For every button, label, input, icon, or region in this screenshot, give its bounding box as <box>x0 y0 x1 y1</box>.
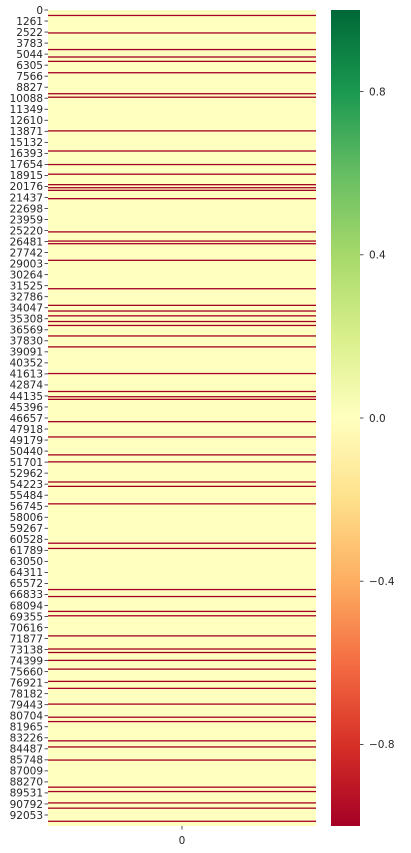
colorbar-tick-label: −0.8 <box>369 739 395 751</box>
heatmap-cell <box>48 611 316 612</box>
heatmap-cell <box>48 660 316 661</box>
heatmap-cell <box>48 391 316 392</box>
heatmap-cell <box>48 481 316 482</box>
heatmap-cell <box>48 688 316 689</box>
heatmap-cell <box>48 759 316 760</box>
heatmap-cell <box>48 49 316 50</box>
heatmap-cell <box>48 97 316 98</box>
heatmap-cell <box>48 648 316 649</box>
heatmap-cell <box>48 72 316 73</box>
heatmap-cell <box>48 288 316 289</box>
colorbar-tick-label: 0.8 <box>369 86 386 98</box>
heatmap-cell <box>48 61 316 62</box>
heatmap-cell <box>48 335 316 336</box>
heatmap-cell <box>48 130 316 131</box>
heatmap-cell <box>48 399 316 400</box>
heatmap-cell <box>48 787 316 788</box>
heatmap-cell <box>48 802 316 803</box>
colorbar-gradient <box>331 10 360 826</box>
heatmap-cell <box>48 231 316 232</box>
heatmap-cell <box>48 652 316 653</box>
y-tick-label: 92053 <box>10 810 43 822</box>
heatmap-cell <box>48 396 316 397</box>
heatmap-cell <box>48 373 316 374</box>
x-axis-ticks: 0 <box>179 826 186 847</box>
heatmap-cell <box>48 310 316 311</box>
heatmap-cell <box>48 543 316 544</box>
heatmap-plot-area <box>48 10 316 826</box>
heatmap-cell <box>48 305 316 306</box>
heatmap-cell <box>48 184 316 185</box>
heatmap-cell <box>48 808 316 809</box>
heatmap-cell <box>48 174 316 175</box>
heatmap-cell <box>48 243 316 244</box>
heatmap-cell <box>48 668 316 669</box>
heatmap-cell <box>48 821 316 822</box>
heatmap-cell <box>48 548 316 549</box>
heatmap-cell <box>48 717 316 718</box>
heatmap-cell <box>48 461 316 462</box>
y-axis-ticks: 0126125223783504463057566882710088113491… <box>10 5 48 822</box>
heatmap-cell <box>48 260 316 261</box>
heatmap-cell <box>48 240 316 241</box>
heatmap-cell <box>48 198 316 199</box>
heatmap-cell <box>48 486 316 487</box>
heatmap-cell <box>48 190 316 191</box>
heatmap-cell <box>48 32 316 33</box>
heatmap-cell <box>48 187 316 188</box>
colorbar: 0.8 0.4 0.0 −0.4 −0.8 <box>331 10 395 826</box>
heatmap-cell <box>48 791 316 792</box>
heatmap-cell <box>48 596 316 597</box>
heatmap-cell <box>48 93 316 94</box>
colorbar-tick-label: 0.4 <box>369 250 386 262</box>
heatmap-cell <box>48 164 316 165</box>
heatmap-cell <box>48 436 316 437</box>
heatmap-cell <box>48 615 316 616</box>
heatmap-cell <box>48 56 316 57</box>
heatmap-cell <box>48 703 316 704</box>
heatmap-cell <box>48 421 316 422</box>
heatmap-cell <box>48 746 316 747</box>
heatmap-cell <box>48 503 316 504</box>
heatmap-cell <box>48 315 316 316</box>
heatmap-cell <box>48 346 316 347</box>
heatmap-cell <box>48 681 316 682</box>
heatmap-cell <box>48 589 316 590</box>
heatmap-cell <box>48 740 316 741</box>
heatmap-cell <box>48 454 316 455</box>
heatmap-cell <box>48 635 316 636</box>
heatmap-cell <box>48 721 316 722</box>
heatmap-cell <box>48 321 316 322</box>
colorbar-tick-label: −0.4 <box>369 576 395 588</box>
heatmap-cell <box>48 150 316 151</box>
heatmap-cell <box>48 15 316 16</box>
x-tick-label: 0 <box>179 835 186 847</box>
heatmap-cell <box>48 325 316 326</box>
colorbar-tick-label: 0.0 <box>369 413 386 425</box>
